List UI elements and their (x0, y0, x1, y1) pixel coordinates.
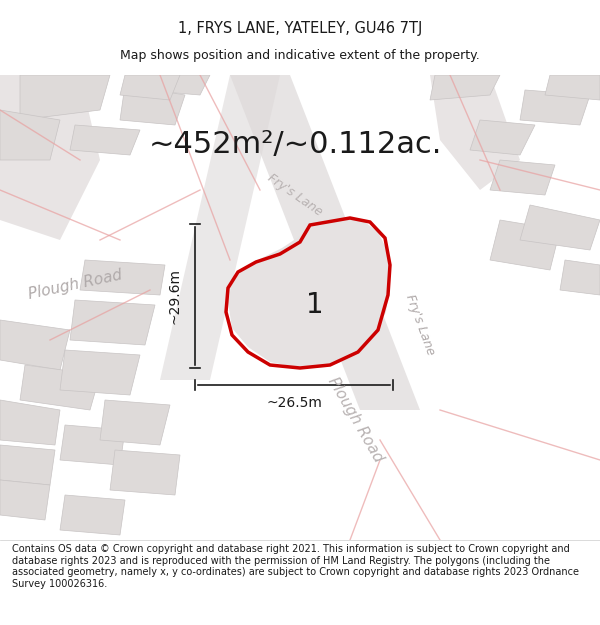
Polygon shape (0, 445, 55, 485)
Polygon shape (230, 75, 420, 410)
Polygon shape (110, 450, 180, 495)
Text: ~452m²/~0.112ac.: ~452m²/~0.112ac. (148, 131, 442, 159)
Polygon shape (0, 320, 70, 370)
Polygon shape (60, 495, 125, 535)
Text: Fry's Lane: Fry's Lane (265, 171, 325, 219)
Polygon shape (20, 365, 100, 410)
Polygon shape (60, 350, 140, 395)
Polygon shape (430, 75, 500, 100)
Polygon shape (490, 160, 555, 195)
Text: Fry's Lane: Fry's Lane (403, 292, 437, 357)
Polygon shape (430, 75, 520, 190)
Polygon shape (80, 260, 165, 295)
Polygon shape (70, 125, 140, 155)
Polygon shape (70, 300, 155, 345)
Text: Plough Road: Plough Road (325, 375, 385, 465)
Text: Plough Road: Plough Road (26, 268, 124, 302)
Polygon shape (228, 218, 390, 368)
Polygon shape (120, 85, 185, 125)
Polygon shape (120, 75, 180, 100)
Polygon shape (545, 75, 600, 100)
Polygon shape (160, 75, 280, 380)
Polygon shape (470, 120, 535, 155)
Polygon shape (100, 400, 170, 445)
Text: ~29.6m: ~29.6m (168, 268, 182, 324)
Polygon shape (0, 75, 100, 240)
Polygon shape (60, 425, 125, 465)
Polygon shape (490, 220, 560, 270)
Text: Contains OS data © Crown copyright and database right 2021. This information is : Contains OS data © Crown copyright and d… (12, 544, 579, 589)
Polygon shape (0, 400, 60, 445)
Text: Map shows position and indicative extent of the property.: Map shows position and indicative extent… (120, 49, 480, 62)
Text: 1: 1 (306, 291, 324, 319)
Polygon shape (0, 480, 50, 520)
Polygon shape (560, 260, 600, 295)
Text: ~26.5m: ~26.5m (266, 396, 322, 410)
Polygon shape (520, 205, 600, 250)
Polygon shape (0, 110, 60, 160)
Polygon shape (20, 75, 110, 120)
Text: 1, FRYS LANE, YATELEY, GU46 7TJ: 1, FRYS LANE, YATELEY, GU46 7TJ (178, 21, 422, 36)
Polygon shape (520, 90, 590, 125)
Polygon shape (140, 75, 210, 95)
